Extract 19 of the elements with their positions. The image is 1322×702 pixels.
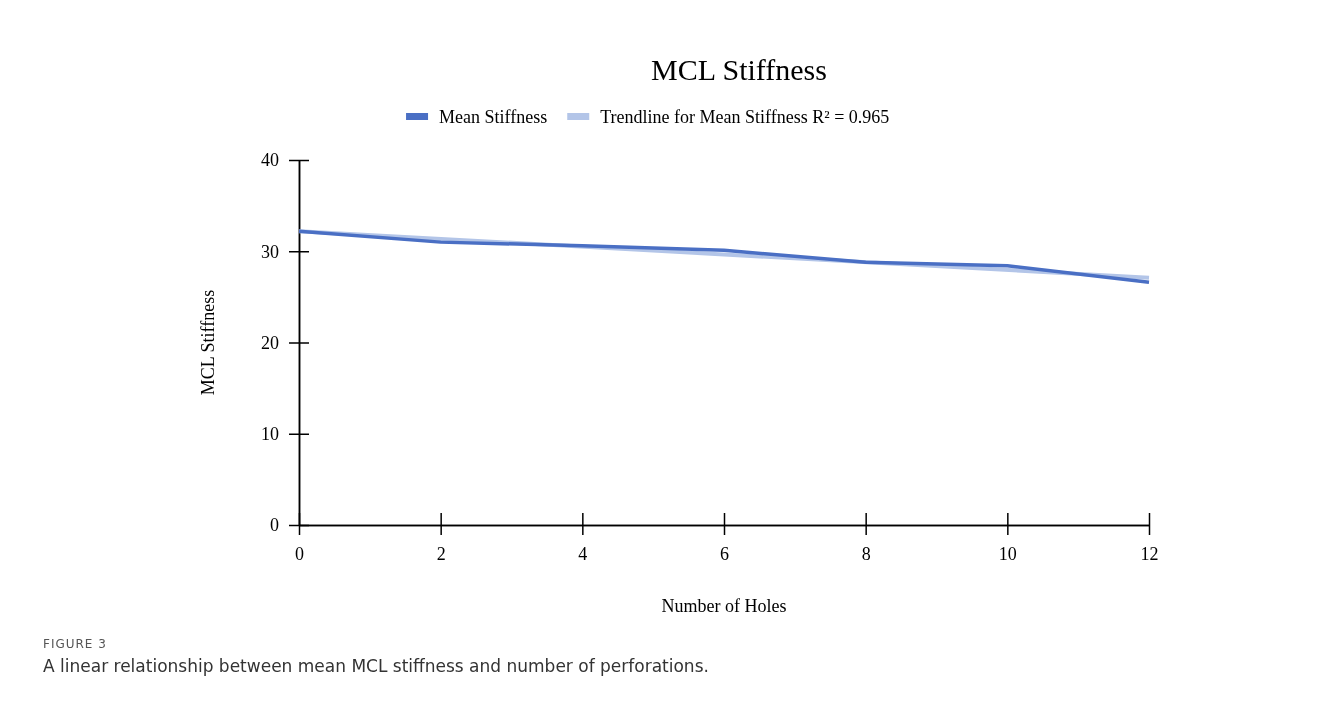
y-tick-label: 30 bbox=[261, 241, 279, 262]
x-tick-label: 12 bbox=[1140, 543, 1159, 564]
caption: FIGURE 3 bbox=[43, 637, 107, 651]
y-axis-title: MCL Stiffness bbox=[198, 289, 218, 396]
x-tick-label: 8 bbox=[861, 543, 871, 564]
y-tick-label: 0 bbox=[270, 515, 279, 536]
x-tick-label: 2 bbox=[436, 543, 446, 564]
x-tick-label: 6 bbox=[720, 543, 729, 564]
y-tick-label: 20 bbox=[261, 332, 279, 353]
chart-title: MCL Stiffness bbox=[651, 53, 827, 86]
legend-label: Trendline for Mean Stiffness R² = 0.965 bbox=[600, 107, 890, 127]
legend-label: Mean Stiffness bbox=[439, 107, 548, 127]
y-tick-label: 10 bbox=[261, 424, 279, 445]
y-tick-label: 40 bbox=[261, 150, 279, 171]
x-tick-label: 0 bbox=[295, 543, 304, 564]
text: A linear relationship between mean MCL stiffness and number of perforations. bbox=[43, 656, 709, 676]
x-tick-label: 10 bbox=[998, 543, 1017, 564]
x-axis-title: Number of Holes bbox=[661, 596, 787, 616]
x-tick-label: 4 bbox=[578, 543, 588, 564]
